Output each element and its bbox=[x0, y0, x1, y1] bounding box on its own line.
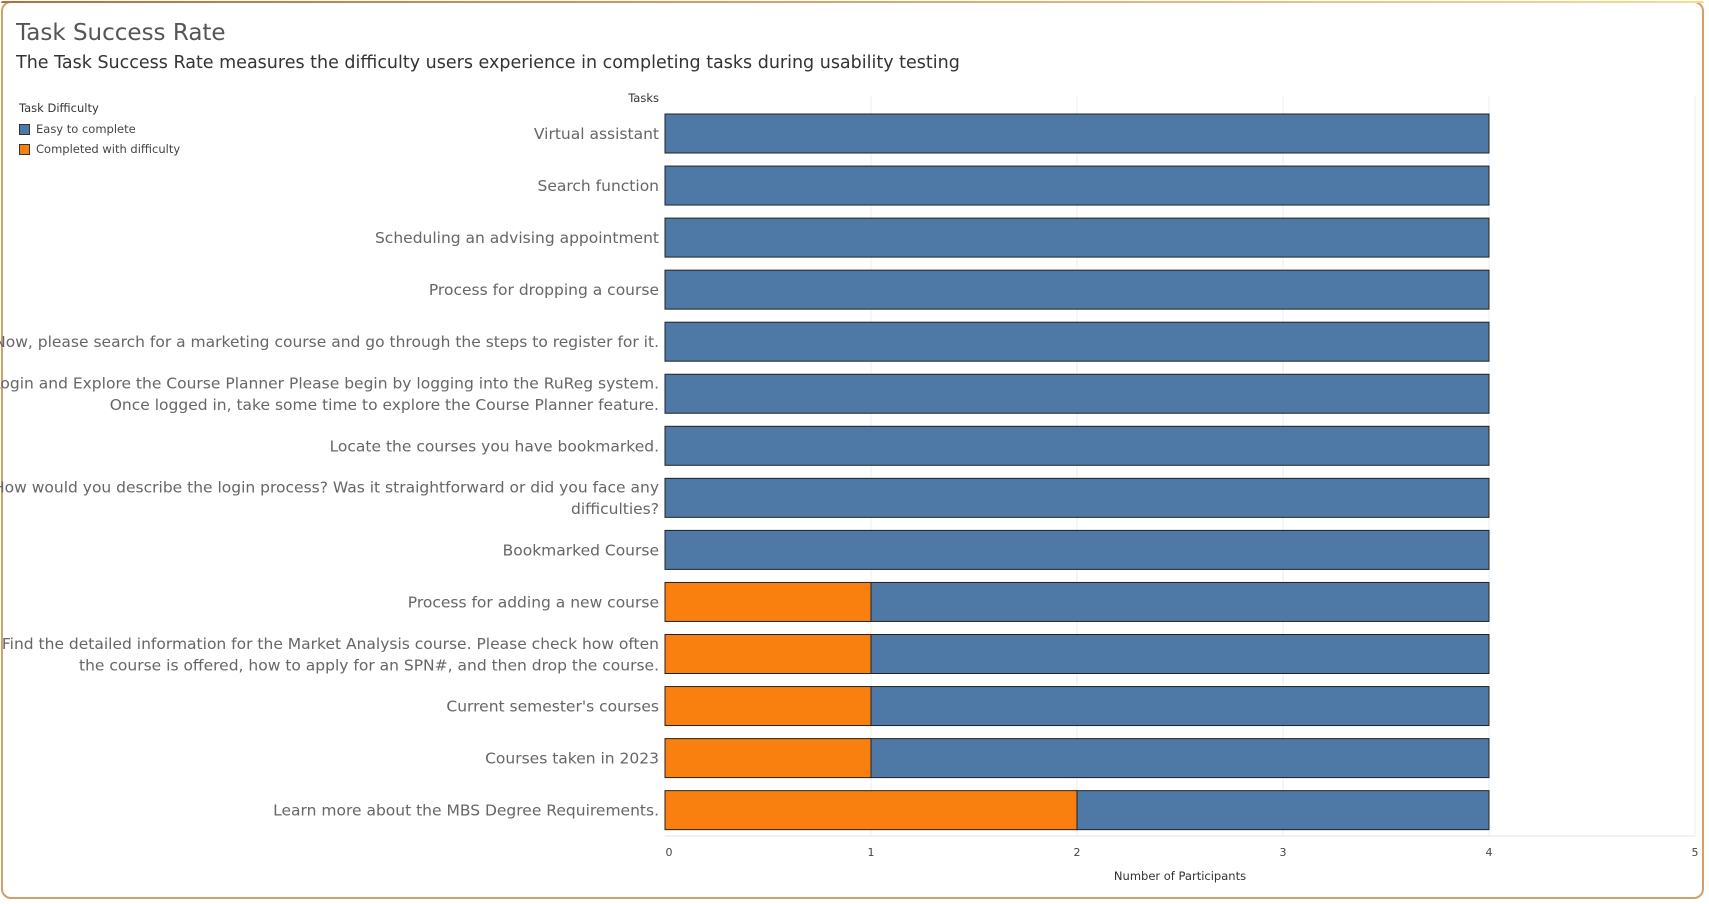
bar-easy-2[interactable] bbox=[664, 217, 1490, 258]
bar-easy-11[interactable] bbox=[870, 686, 1490, 727]
x-tick-label-2: 2 bbox=[1074, 846, 1081, 859]
legend-swatch-difficulty bbox=[19, 143, 30, 155]
task-label-13: Learn more about the MBS Degree Requirem… bbox=[273, 802, 659, 820]
bar-easy-8[interactable] bbox=[664, 529, 1490, 570]
legend-title: Task Difficulty bbox=[19, 101, 99, 115]
task-label-6: Locate the courses you have bookmarked. bbox=[330, 437, 659, 455]
bar-easy-0[interactable] bbox=[664, 113, 1490, 154]
task-label-10-line-1: the course is offered, how to apply for … bbox=[79, 656, 659, 674]
task-label-0: Virtual assistant bbox=[534, 125, 659, 143]
bar-easy-9[interactable] bbox=[870, 581, 1490, 622]
x-tick-label-4: 4 bbox=[1486, 846, 1493, 859]
chart-subtitle: The Task Success Rate measures the diffi… bbox=[16, 53, 960, 73]
legend-item-easy[interactable]: Easy to complete bbox=[19, 119, 180, 139]
task-label-11: Current semester's courses bbox=[446, 698, 659, 716]
task-label-12: Courses taken in 2023 bbox=[485, 750, 659, 768]
bar-difficulty-13[interactable] bbox=[664, 790, 1078, 831]
bar-easy-5[interactable] bbox=[664, 373, 1490, 414]
bar-easy-10[interactable] bbox=[870, 634, 1490, 674]
bar-easy-12[interactable] bbox=[870, 738, 1490, 779]
bar-difficulty-10[interactable] bbox=[664, 634, 872, 674]
legend-item-difficulty[interactable]: Completed with difficulty bbox=[19, 139, 180, 159]
task-label-2: Scheduling an advising appointment bbox=[375, 229, 659, 247]
task-label-4: Now, please search for a marketing cours… bbox=[0, 333, 659, 351]
legend: Task Difficulty Easy to complete Complet… bbox=[19, 101, 180, 159]
x-tick-label-0: 0 bbox=[666, 846, 673, 859]
x-tick-label-5: 5 bbox=[1692, 846, 1699, 859]
task-label-7-line-1: difficulties? bbox=[571, 500, 659, 518]
task-label-5-line-1: Once logged in, take some time to explor… bbox=[110, 396, 659, 414]
task-label-1: Search function bbox=[538, 177, 660, 195]
bar-easy-6[interactable] bbox=[664, 425, 1490, 466]
x-axis-title: Number of Participants bbox=[1114, 869, 1246, 883]
task-label-9: Process for adding a new course bbox=[408, 593, 659, 611]
bar-easy-4[interactable] bbox=[664, 321, 1490, 362]
chart-title: Task Success Rate bbox=[16, 20, 226, 46]
task-label-8: Bookmarked Course bbox=[503, 541, 659, 559]
legend-label-difficulty: Completed with difficulty bbox=[36, 142, 181, 156]
legend-swatch-easy bbox=[19, 123, 30, 135]
bar-easy-3[interactable] bbox=[664, 269, 1490, 310]
bar-difficulty-9[interactable] bbox=[664, 581, 872, 622]
task-label-5-line-0: Login and Explore the Course Planner Ple… bbox=[0, 375, 659, 393]
x-tick-label-3: 3 bbox=[1280, 846, 1287, 859]
x-tick-label-1: 1 bbox=[868, 846, 875, 859]
y-axis-title: Tasks bbox=[627, 91, 659, 105]
bar-easy-13[interactable] bbox=[1076, 790, 1490, 831]
legend-label-easy: Easy to complete bbox=[36, 122, 136, 136]
bar-easy-7[interactable] bbox=[664, 477, 1490, 518]
task-label-7-line-0: How would you describe the login process… bbox=[0, 479, 659, 497]
task-label-10-line-0: Find the detailed information for the Ma… bbox=[2, 635, 659, 653]
bar-difficulty-11[interactable] bbox=[664, 686, 872, 727]
task-label-3: Process for dropping a course bbox=[429, 281, 659, 299]
bar-difficulty-12[interactable] bbox=[664, 738, 872, 779]
bar-easy-1[interactable] bbox=[664, 165, 1490, 206]
